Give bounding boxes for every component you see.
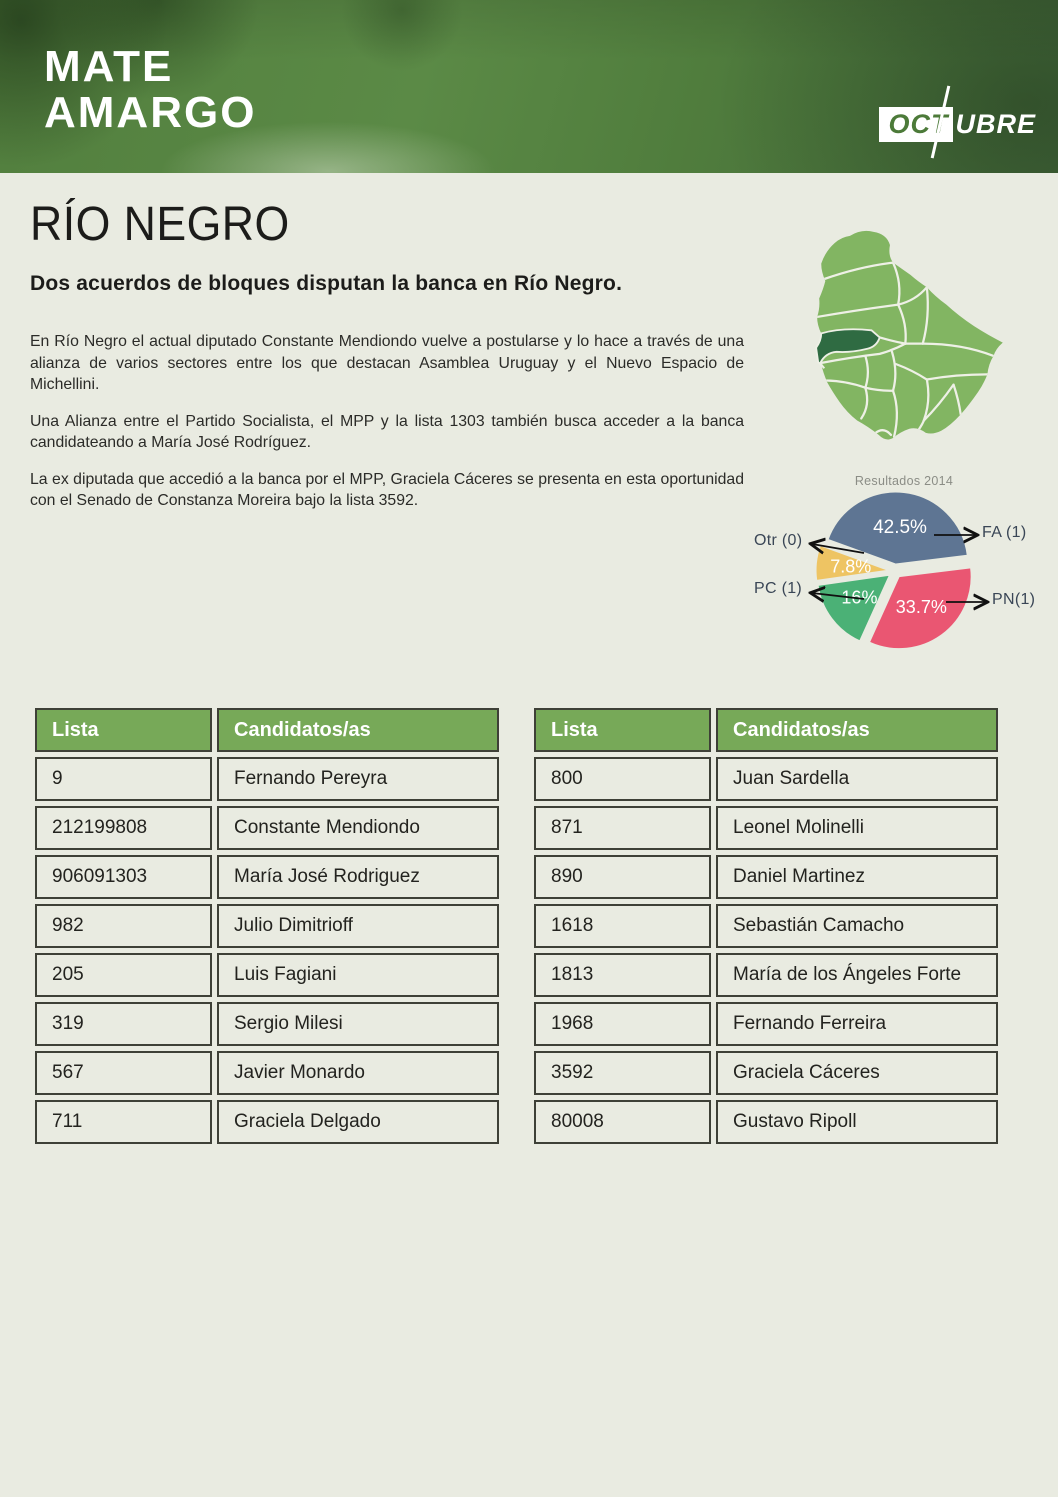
- table-cell: María José Rodriguez: [217, 855, 499, 899]
- table-row: 9 Fernando Pereyra: [35, 757, 499, 801]
- table-row: 906091303 María José Rodriguez: [35, 855, 499, 899]
- octubre-logo-rest-text: UBRE: [955, 109, 1036, 139]
- pie-label-otr: Otr (0): [754, 532, 803, 549]
- table-cell: 319: [35, 1002, 212, 1046]
- table-cell: Daniel Martinez: [716, 855, 998, 899]
- table-row: 212199808 Constante Mendiondo: [35, 806, 499, 850]
- column-header: Lista: [534, 708, 711, 752]
- brand-line1: MATE: [44, 42, 174, 91]
- table-cell: María de los Ángeles Forte: [716, 953, 998, 997]
- pie-percent-labels: 42.5%33.7%16%7.8%: [830, 517, 947, 617]
- table-cell: 800: [534, 757, 711, 801]
- table-row: 319 Sergio Milesi: [35, 1002, 499, 1046]
- results-2014-pie-chart: Resultados 2014 42.5% 33.7% 16% 7.8% FA (1)…: [750, 468, 1058, 673]
- table-row: 711 Graciela Delgado: [35, 1100, 499, 1144]
- pie-label-pn: PN(1): [992, 591, 1036, 608]
- brand-line2: AMARGO: [44, 87, 257, 137]
- table-header-row: Lista Candidatos/as: [534, 708, 998, 752]
- table-cell: Julio Dimitrioff: [217, 904, 499, 948]
- uruguay-departments-map: [812, 226, 1012, 452]
- table-cell: Sergio Milesi: [217, 1002, 499, 1046]
- table-cell: Gustavo Ripoll: [716, 1100, 998, 1144]
- rio-negro-department-highlight: [815, 328, 881, 369]
- table-cell: 205: [35, 953, 212, 997]
- table-cell: 871: [534, 806, 711, 850]
- table-cell: 890: [534, 855, 711, 899]
- paragraph-2: Una Alianza entre el Partido Socialista,…: [30, 412, 744, 452]
- table-cell: Javier Monardo: [217, 1051, 499, 1095]
- pie-chart-title: Resultados 2014: [854, 474, 954, 488]
- table-row: 871 Leonel Molinelli: [534, 806, 998, 850]
- pie-label-fa: FA (1): [982, 524, 1027, 541]
- pie-percent-label: 42.5%: [873, 517, 927, 538]
- pie-callout-arrows: [812, 535, 986, 602]
- article-body: En Río Negro el actual diputado Constant…: [30, 331, 744, 527]
- table-cell: Constante Mendiondo: [217, 806, 499, 850]
- column-header: Candidatos/as: [217, 708, 499, 752]
- pie-chart-svg: 42.5%33.7%16%7.8%: [750, 491, 1058, 650]
- department-borders: [816, 261, 995, 439]
- octubre-logo: OCT UBRE: [879, 85, 1036, 159]
- pie-slices: [815, 491, 972, 650]
- table-row: 3592 Graciela Cáceres: [534, 1051, 998, 1095]
- table-cell: 567: [35, 1051, 212, 1095]
- table-row: 890 Daniel Martinez: [534, 855, 998, 899]
- table-cell: Fernando Pereyra: [217, 757, 499, 801]
- table-cell: 711: [35, 1100, 212, 1144]
- table-cell: 1618: [534, 904, 711, 948]
- pie-label-pc: PC (1): [754, 580, 803, 597]
- table-row: 567 Javier Monardo: [35, 1051, 499, 1095]
- page-title: RÍO NEGRO: [30, 198, 290, 251]
- mate-amargo-logo: MATE AMARGO: [44, 44, 256, 136]
- uruguay-map-svg: [815, 230, 1003, 440]
- pie-percent-label: 7.8%: [830, 556, 871, 576]
- pie-slice-fa: [827, 491, 968, 565]
- table-cell: Juan Sardella: [716, 757, 998, 801]
- table-cell: Fernando Ferreira: [716, 1002, 998, 1046]
- candidates-table-left: Lista Candidatos/as 9 Fernando Pereyra 21219…: [30, 703, 504, 1149]
- table-row: 205 Luis Fagiani: [35, 953, 499, 997]
- table-row: 1968 Fernando Ferreira: [534, 1002, 998, 1046]
- arrow-pc: [812, 593, 865, 599]
- table-row: 1813 María de los Ángeles Forte: [534, 953, 998, 997]
- table-cell: 9: [35, 757, 212, 801]
- table-row: 80008 Gustavo Ripoll: [534, 1100, 998, 1144]
- table-cell: Sebastián Camacho: [716, 904, 998, 948]
- table-row: 982 Julio Dimitrioff: [35, 904, 499, 948]
- table-row: 800 Juan Sardella: [534, 757, 998, 801]
- table-cell: 1813: [534, 953, 711, 997]
- arrow-otr: [812, 544, 865, 553]
- table-cell: 80008: [534, 1100, 711, 1144]
- article-subtitle: Dos acuerdos de bloques disputan la banc…: [30, 272, 623, 295]
- candidate-tables: Lista Candidatos/as 9 Fernando Pereyra 21219…: [30, 703, 1003, 1149]
- column-header: Lista: [35, 708, 212, 752]
- table-cell: 982: [35, 904, 212, 948]
- table-header-row: Lista Candidatos/as: [35, 708, 499, 752]
- table-row: 1618 Sebastián Camacho: [534, 904, 998, 948]
- column-header: Candidatos/as: [716, 708, 998, 752]
- table-cell: Luis Fagiani: [217, 953, 499, 997]
- paragraph-3: La ex diputada que accedió a la banca po…: [30, 470, 744, 510]
- candidates-table-right: Lista Candidatos/as 800 Juan Sardella 871 Leo…: [529, 703, 1003, 1149]
- paragraph-1: En Río Negro el actual diputado Constant…: [30, 333, 744, 393]
- header-banner: MATE AMARGO OCT UBRE: [0, 0, 1058, 173]
- table-cell: 906091303: [35, 855, 212, 899]
- table-cell: 3592: [534, 1051, 711, 1095]
- table-cell: Leonel Molinelli: [716, 806, 998, 850]
- pie-slice-pn: [868, 567, 972, 650]
- table-cell: Graciela Delgado: [217, 1100, 499, 1144]
- table-cell: Graciela Cáceres: [716, 1051, 998, 1095]
- table-cell: 1968: [534, 1002, 711, 1046]
- table-cell: 212199808: [35, 806, 212, 850]
- pie-percent-label: 33.7%: [896, 597, 947, 617]
